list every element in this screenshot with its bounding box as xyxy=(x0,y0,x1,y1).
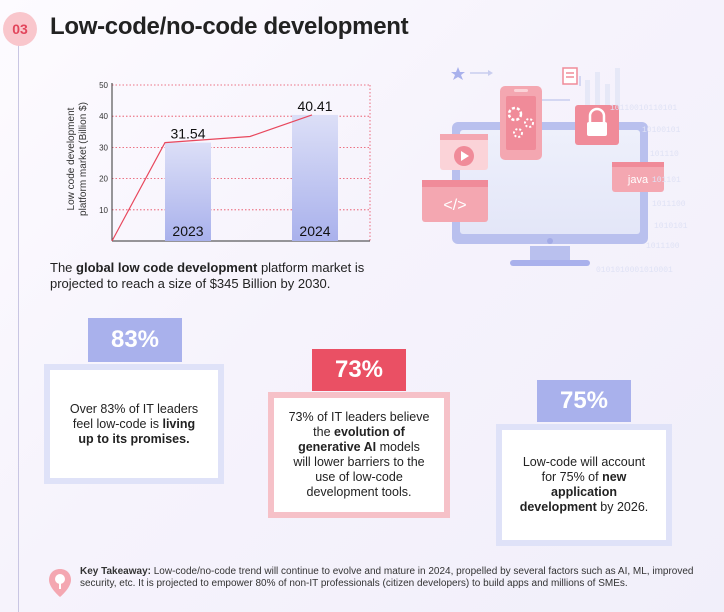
takeaway-label: Key Takeaway: xyxy=(80,566,151,577)
monitor-base xyxy=(510,260,590,266)
chart-y-tick-label: 50 xyxy=(99,81,108,90)
takeaway-text: Key Takeaway: Low-code/no-code trend wil… xyxy=(80,566,704,589)
binary-line: 10110010110101 xyxy=(610,104,677,113)
java-label: java xyxy=(627,174,649,186)
stat-text-post: models will lower barriers to the use of… xyxy=(293,440,425,499)
stat-text-pre: Over 83% of IT leaders feel low-code is xyxy=(69,401,199,431)
code-tag-text: </> xyxy=(443,197,466,214)
code-editor-icon: </> xyxy=(422,180,488,222)
chart-bar-2024 xyxy=(292,114,338,241)
left-timeline-line xyxy=(18,44,19,612)
stat-card-2: 73% of IT leaders believe the evolution … xyxy=(268,392,450,518)
lock-icon xyxy=(575,105,619,145)
chart-trend-line xyxy=(111,114,313,242)
video-play-icon xyxy=(440,134,488,170)
monitor-stand xyxy=(530,246,570,260)
bar-graph-decoration xyxy=(585,68,620,110)
takeaway-body: Low-code/no-code trend will continue to … xyxy=(80,566,694,589)
settings-phone-icon xyxy=(500,86,542,160)
stat-card-1: Over 83% of IT leaders feel low-code is … xyxy=(44,364,224,484)
document-icon xyxy=(562,67,578,85)
binary-line: 0101010001010001 xyxy=(596,266,673,275)
star-icon xyxy=(451,67,465,80)
chart-caption: The global low code development platform… xyxy=(50,260,380,292)
chart-svg: 10 20 30 40 50 31.54 2023 40.41 2024 xyxy=(99,81,371,242)
stat-badge-3: 75% xyxy=(537,380,631,422)
chart-y-tick-label: 30 xyxy=(99,143,108,152)
stat-text-2: 73% of IT leaders believe the evolution … xyxy=(288,410,430,500)
stat-text-3: Low-code will account for 75% of new app… xyxy=(516,455,652,515)
caption-post: platform market is projected to reach a … xyxy=(50,260,365,291)
chart-y-tick-label: 10 xyxy=(99,206,108,215)
stat-text-1: Over 83% of IT leaders feel low-code is … xyxy=(64,402,204,447)
chart-y-axis-label: Low code development platform market (Bi… xyxy=(66,102,89,216)
low-code-illustration: </> java 1011001011010110100101101110101… xyxy=(422,67,688,275)
connector-arrow-icon xyxy=(488,70,493,76)
stat-badge-2: 73% xyxy=(312,349,406,391)
stat-badge-1: 83% xyxy=(88,318,182,362)
caption-pre: The xyxy=(50,260,77,275)
market-bar-chart: 10 20 30 40 50 31.54 2023 40.41 2024 Low code de… xyxy=(40,75,380,255)
stat-card-3: Low-code will account for 75% of new app… xyxy=(496,424,672,546)
chart-category-label: 2023 xyxy=(172,223,203,239)
binary-line: 1011100 xyxy=(652,200,686,209)
connector-line-2 xyxy=(542,76,581,101)
chart-value-label: 40.41 xyxy=(297,98,332,114)
binary-line: 101110 xyxy=(650,150,679,159)
monitor-power-dot xyxy=(547,238,553,244)
binary-line: 101101 xyxy=(652,176,681,185)
chart-category-label: 2024 xyxy=(299,223,330,239)
chart-y-tick-label: 40 xyxy=(99,112,108,121)
stat-text-pre: Low-code will account for 75% of xyxy=(522,455,646,484)
stat-text-pre: 73% of IT leaders believe the xyxy=(288,410,430,439)
binary-code-decoration: 10110010110101 10100101 101110 101101 101110… xyxy=(596,104,688,275)
section-number-badge: 03 xyxy=(3,12,37,46)
page-title: Low-code/no-code development xyxy=(50,13,409,40)
chart-value-label: 31.54 xyxy=(170,126,205,142)
binary-line: 1010101 xyxy=(654,222,688,231)
stat-text-post: by 2026. xyxy=(596,500,649,514)
stat-text-bold: living up to its promises. xyxy=(78,416,196,446)
caption-bold: global low code development xyxy=(76,260,258,275)
binary-line: 1011100 xyxy=(646,242,680,251)
stat-text-bold: evolution of generative AI xyxy=(298,425,405,454)
binary-line: 10100101 xyxy=(642,126,681,135)
stat-text-bold: new application development xyxy=(519,470,627,514)
chart-bar-2023 xyxy=(165,142,211,241)
java-window-icon: java xyxy=(612,162,664,192)
chart-y-tick-label: 20 xyxy=(99,175,108,184)
location-pin-icon xyxy=(49,569,71,597)
